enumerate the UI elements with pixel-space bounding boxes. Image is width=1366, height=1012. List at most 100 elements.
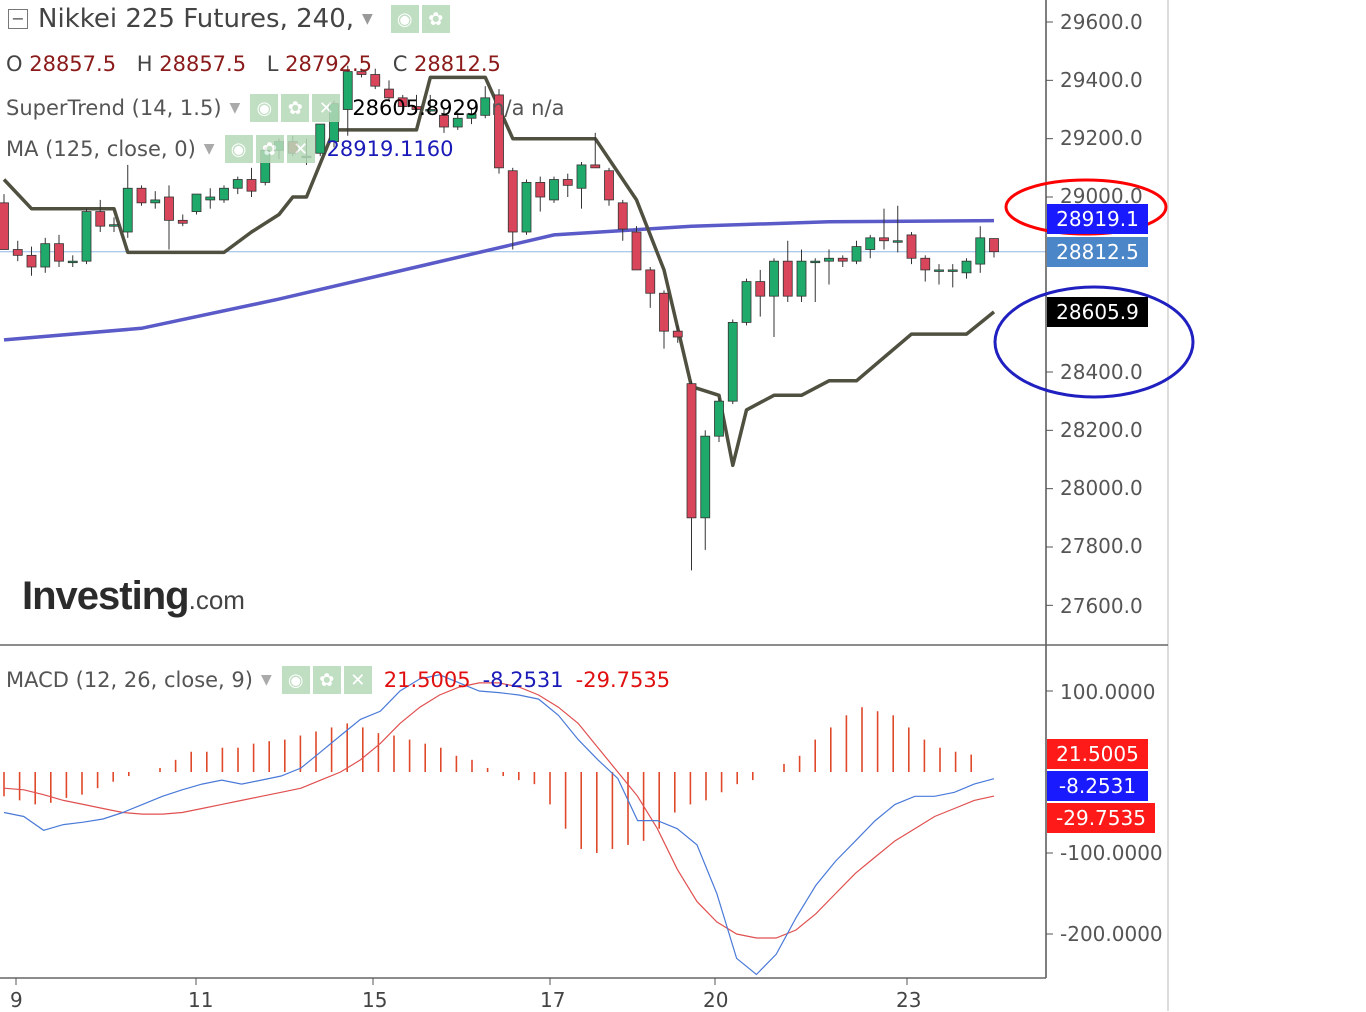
chart-title: Nikkei 225 Futures, 240, [38, 4, 354, 34]
candle [12, 240, 23, 262]
candle [40, 237, 51, 273]
candle [562, 173, 573, 197]
price-tick: 28000.0 [1060, 476, 1143, 500]
date-tick: 17 [540, 988, 566, 1012]
candle-body [164, 196, 174, 221]
candle-body [12, 249, 23, 256]
candle [191, 193, 202, 215]
candle [480, 86, 491, 119]
eye-icon[interactable]: ◉ [224, 135, 253, 163]
candle-body [26, 254, 37, 268]
candle [645, 267, 656, 308]
candle [989, 238, 999, 258]
date-tick: 15 [362, 988, 388, 1012]
candle-body [219, 187, 229, 201]
candle-body [40, 243, 51, 268]
chevron-down-icon[interactable]: ▼ [362, 11, 373, 27]
candle-body [356, 71, 367, 75]
open-label: O [6, 52, 23, 76]
chevron-down-icon[interactable]: ▼ [203, 141, 215, 157]
ma-legend: MA (125, close, 0) ▼ ◉ ✿ ✕ 28919.1160 [6, 135, 454, 163]
candle [755, 269, 766, 317]
chevron-down-icon[interactable]: ▼ [260, 672, 272, 688]
close-icon[interactable]: ✕ [343, 666, 372, 694]
close-icon[interactable]: ✕ [312, 94, 341, 122]
supertrend-label: SuperTrend (14, 1.5) [6, 96, 222, 120]
candle [384, 80, 394, 101]
candle-body [934, 269, 944, 272]
eye-icon[interactable]: ◉ [390, 5, 419, 33]
candle-body [700, 435, 711, 519]
supertrend-price-tag: 28605.9 [1047, 297, 1148, 327]
macd-legend: MACD (12, 26, close, 9) ▼ ◉ ✿ ✕ 21.5005 … [6, 666, 670, 694]
gear-icon[interactable]: ✿ [312, 666, 341, 694]
chevron-down-icon[interactable]: ▼ [229, 100, 241, 116]
price-tick: 28400.0 [1060, 360, 1143, 384]
high-value: 28857.5 [159, 52, 247, 76]
candle [672, 325, 683, 343]
candle [865, 234, 876, 259]
candle-body [837, 257, 848, 262]
ohlc-readout: O 28857.5 H 28857.5 L 28792.5 C 28812.5 [6, 52, 515, 76]
candle-body [480, 97, 491, 116]
candle [686, 380, 697, 571]
open-value: 28857.5 [29, 52, 117, 76]
candle-body [67, 260, 78, 264]
candle-body [122, 187, 133, 233]
logo-main: Investing [22, 574, 190, 618]
candle [631, 226, 642, 271]
candle-body [315, 123, 326, 154]
candle [892, 205, 903, 253]
candle [356, 68, 367, 78]
macd-label: MACD (12, 26, close, 9) [6, 668, 253, 692]
gear-icon[interactable]: ✿ [281, 94, 310, 122]
supertrend-legend: SuperTrend (14, 1.5) ▼ ◉ ✿ ✕ 28605.8929 … [6, 94, 564, 122]
macd-line-tag: -8.2531 [1047, 771, 1148, 801]
candle [851, 240, 862, 265]
candle-body [659, 292, 669, 332]
candle-body [975, 237, 986, 265]
candle-body [879, 237, 889, 242]
candle-body [604, 170, 614, 201]
macd-hist-value: 21.5005 [383, 668, 471, 692]
gear-icon[interactable]: ✿ [421, 5, 450, 33]
price-tick: 27600.0 [1060, 594, 1143, 618]
supertrend-line [2, 75, 996, 468]
macd-main-line [3, 674, 995, 976]
macd-signal-value: -29.7535 [575, 668, 671, 692]
date-tick: 23 [896, 988, 922, 1012]
candle [837, 255, 848, 267]
candle [824, 249, 834, 285]
candle-body [150, 199, 161, 204]
candle-body [562, 179, 573, 186]
price-tick: 28200.0 [1060, 418, 1143, 442]
macd-tick: -100.0000 [1060, 841, 1163, 865]
macd-hist-tag: 21.5005 [1047, 739, 1148, 769]
candle [714, 398, 724, 442]
candle-body [920, 257, 931, 271]
candle-body [342, 71, 353, 110]
candle [590, 132, 601, 169]
candle [397, 94, 408, 110]
eye-icon[interactable]: ◉ [250, 94, 279, 122]
candle [26, 246, 37, 276]
candle-body [810, 260, 821, 264]
candle-body [246, 179, 257, 192]
investing-logo: Investing.com [22, 574, 245, 619]
candle-body [851, 246, 862, 262]
close-icon[interactable]: ✕ [286, 135, 315, 163]
collapse-toggle[interactable]: − [8, 9, 28, 29]
gear-icon[interactable]: ✿ [255, 135, 284, 163]
candle-body [631, 231, 642, 271]
candle [411, 94, 422, 113]
candle-body [686, 383, 697, 519]
candle [54, 234, 64, 267]
eye-icon[interactable]: ◉ [281, 666, 310, 694]
last-price-tag: 28812.5 [1047, 237, 1148, 267]
candle [961, 258, 972, 279]
candle [604, 167, 614, 206]
candle [150, 191, 161, 209]
candle-body [617, 202, 628, 230]
candle-body [136, 187, 147, 204]
